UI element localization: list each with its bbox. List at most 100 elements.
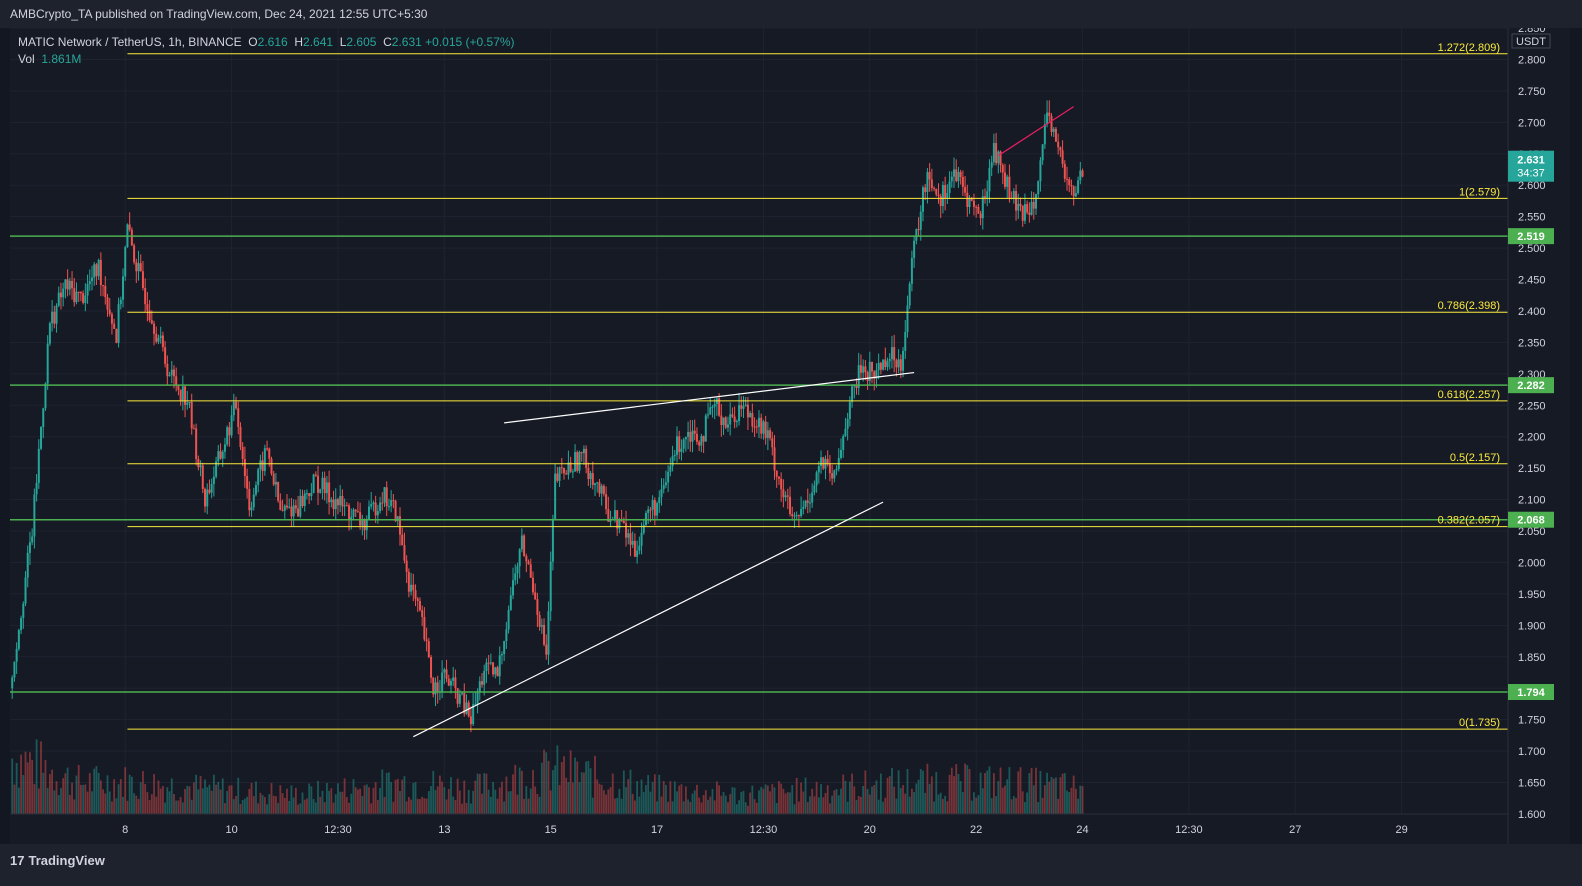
candle-body xyxy=(921,187,924,212)
candle-body xyxy=(474,703,477,705)
candle-body xyxy=(314,474,317,476)
candle-body xyxy=(651,500,654,510)
candle-body xyxy=(447,678,450,686)
volume-bar xyxy=(162,785,164,814)
candle-body xyxy=(496,667,499,677)
volume-bar xyxy=(68,794,71,814)
volume-bar xyxy=(91,791,93,814)
time-tick-label: 17 xyxy=(651,824,663,836)
time-tick-label: 13 xyxy=(438,824,450,836)
candle-body xyxy=(771,438,774,448)
volume-bar xyxy=(1019,767,1022,814)
volume-bar xyxy=(975,797,978,814)
candle-body xyxy=(536,599,539,616)
candle-body xyxy=(961,176,964,187)
candle-body xyxy=(574,452,577,472)
volume-bar xyxy=(569,750,572,814)
volume-bar xyxy=(607,789,610,814)
candle-body xyxy=(582,448,585,454)
candle-body xyxy=(569,462,572,472)
candle-body xyxy=(660,489,663,498)
candle-body xyxy=(115,328,118,343)
candle-body xyxy=(436,682,439,692)
tradingview-brand[interactable]: 17 TradingView xyxy=(10,853,105,868)
volume-bar xyxy=(228,785,231,814)
candle-body xyxy=(523,535,526,557)
candle-body xyxy=(826,459,829,464)
volume-bar xyxy=(241,799,244,814)
volume-bar xyxy=(270,783,273,814)
candle-body xyxy=(1041,144,1044,161)
candle-body xyxy=(489,662,492,664)
volume-bar xyxy=(390,781,393,814)
volume-bar xyxy=(153,774,155,814)
candle-body xyxy=(791,513,794,516)
volume-bar xyxy=(383,796,386,814)
candle-body xyxy=(445,669,448,679)
volume-bar xyxy=(1024,802,1026,814)
candle-body xyxy=(897,359,900,368)
volume-bar xyxy=(447,789,450,814)
volume-bar xyxy=(645,785,647,814)
volume-bar xyxy=(279,785,282,814)
volume-bar xyxy=(653,774,656,814)
level-price-tag xyxy=(1508,377,1554,394)
publisher-bar: AMBCrypto_TA published on TradingView.co… xyxy=(0,0,1582,28)
volume-bar xyxy=(268,794,271,814)
candle-body xyxy=(323,477,326,494)
candle-body xyxy=(833,470,836,479)
candle-body xyxy=(1048,112,1051,117)
candle-body xyxy=(738,405,741,422)
open-value: 2.616 xyxy=(257,35,288,49)
volume-bar xyxy=(421,796,424,814)
volume-bar xyxy=(516,794,519,814)
candle-body xyxy=(687,431,690,437)
candle-body xyxy=(367,506,370,520)
volume-bar xyxy=(15,762,18,814)
volume-bar xyxy=(357,789,359,814)
candle-body xyxy=(1015,191,1018,211)
price-chart[interactable]: 2.519 2.282 2.068 1.794 1.272(2.809) 1(2.579)… xyxy=(10,28,1570,844)
volume-bar xyxy=(1008,767,1011,814)
volume-bar xyxy=(1032,785,1035,814)
candle-body xyxy=(753,426,756,428)
candle-body xyxy=(678,436,681,452)
candle-body xyxy=(512,580,515,596)
candle-body xyxy=(223,444,226,452)
candle-body xyxy=(789,496,792,514)
volume-bar xyxy=(811,788,814,814)
volume-bar xyxy=(758,790,760,814)
volume-bar xyxy=(930,776,933,814)
volume-bar xyxy=(363,785,366,814)
volume-bar xyxy=(175,800,178,814)
fib-level-label: 0.5(2.157) xyxy=(1450,452,1500,464)
volume-bar xyxy=(647,775,650,814)
volume-bar xyxy=(906,768,909,814)
candle-body xyxy=(538,615,541,627)
candle-body xyxy=(762,421,765,434)
candle-body xyxy=(166,363,169,377)
volume-bar xyxy=(88,773,91,814)
candle-body xyxy=(410,584,413,592)
candle-body xyxy=(427,641,430,657)
volume-bar xyxy=(505,776,508,814)
candle-body xyxy=(618,520,621,529)
volume-bar xyxy=(718,785,721,814)
volume-bar xyxy=(108,791,111,814)
volume-bar xyxy=(826,785,829,814)
candle-body xyxy=(1006,176,1009,187)
candle-body xyxy=(28,542,31,553)
candle-body xyxy=(325,482,328,494)
candle-body xyxy=(95,264,98,277)
volume-bar xyxy=(1030,767,1033,814)
volume-bar xyxy=(904,793,907,814)
volume-bar xyxy=(115,798,118,814)
candle-body xyxy=(1074,193,1077,197)
volume-bar xyxy=(720,795,723,814)
candle-body xyxy=(549,561,552,612)
candle-body xyxy=(598,482,601,494)
volume-bar xyxy=(964,763,966,814)
candle-body xyxy=(758,417,760,427)
candle-body xyxy=(478,681,481,692)
candle-body xyxy=(1063,163,1066,179)
